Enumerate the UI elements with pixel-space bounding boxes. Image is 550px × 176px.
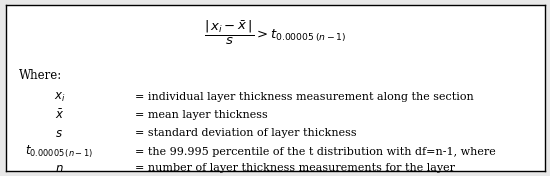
Text: = number of layer thickness measurements for the layer: = number of layer thickness measurements… <box>135 163 455 173</box>
Text: = mean layer thickness: = mean layer thickness <box>135 110 268 120</box>
Text: $s$: $s$ <box>56 127 63 140</box>
Text: = standard deviation of layer thickness: = standard deviation of layer thickness <box>135 128 356 139</box>
Text: = the 99.995 percentile of the t distribution with df=n-1, where: = the 99.995 percentile of the t distrib… <box>135 147 496 157</box>
Text: $\bar{x}$: $\bar{x}$ <box>54 109 64 122</box>
Text: $x_i$: $x_i$ <box>54 90 65 104</box>
Text: $n$: $n$ <box>55 162 64 175</box>
Text: Where:: Where: <box>19 69 62 82</box>
Text: = individual layer thickness measurement along the section: = individual layer thickness measurement… <box>135 92 474 102</box>
Text: $t_{0.00005\,(n-1)}$: $t_{0.00005\,(n-1)}$ <box>25 143 94 160</box>
Text: $\dfrac{|\,x_i - \bar{x}\,|}{s} > t_{0.00005\,(n-1)}$: $\dfrac{|\,x_i - \bar{x}\,|}{s} > t_{0.0… <box>204 19 346 48</box>
